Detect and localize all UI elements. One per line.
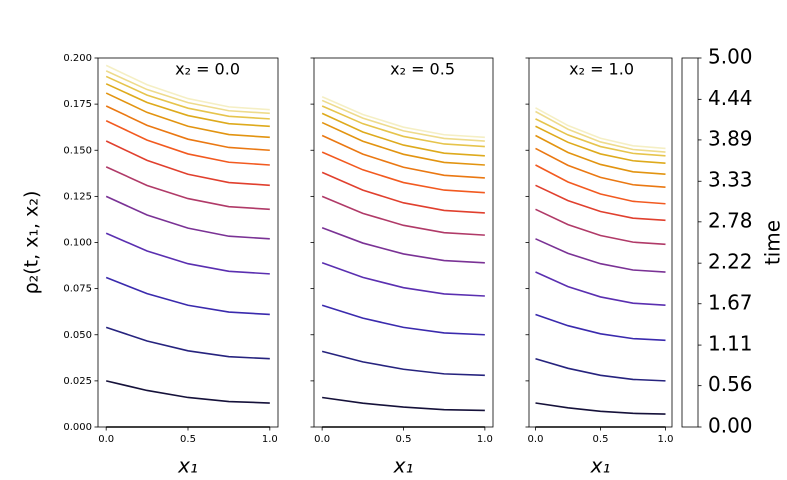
curve bbox=[322, 396, 485, 412]
curve bbox=[535, 107, 666, 150]
curve bbox=[321, 99, 485, 142]
colorbar-tick-label: 1.11 bbox=[708, 332, 753, 356]
x-axis-label: x₁ bbox=[590, 454, 611, 478]
curve bbox=[321, 121, 485, 166]
curve bbox=[105, 232, 270, 275]
curve bbox=[321, 105, 485, 148]
curve bbox=[535, 134, 666, 176]
curve bbox=[321, 96, 485, 139]
x-axis-label: x₁ bbox=[177, 454, 198, 478]
curve bbox=[535, 110, 666, 153]
curve bbox=[321, 262, 485, 297]
curve bbox=[105, 64, 270, 111]
colorbar-tick-label: 1.67 bbox=[708, 290, 753, 314]
curve bbox=[321, 350, 485, 377]
x-tick-label: 0.5 bbox=[180, 434, 196, 445]
x-tick-label: 1.0 bbox=[477, 434, 493, 445]
y-tick-label: 0.000 bbox=[63, 422, 92, 433]
y-tick-label: 0.125 bbox=[63, 191, 92, 202]
colorbar-tick-label: 2.22 bbox=[708, 250, 753, 274]
colorbar-tick-label: 4.44 bbox=[708, 86, 753, 110]
colorbar-tick-label: 0.56 bbox=[708, 372, 753, 396]
colorbar-label: time bbox=[761, 220, 785, 265]
curve bbox=[105, 166, 270, 211]
annotation: x₂ = 0.5 bbox=[390, 60, 455, 79]
x-tick-label: 0.5 bbox=[396, 434, 412, 445]
y-tick-label: 0.025 bbox=[63, 376, 92, 387]
x-axis-label: x₁ bbox=[393, 454, 414, 478]
x-tick-label: 1.0 bbox=[658, 434, 674, 445]
curve bbox=[321, 304, 485, 336]
curve bbox=[105, 326, 270, 360]
curve bbox=[105, 105, 270, 152]
curve bbox=[535, 184, 666, 222]
curve bbox=[105, 70, 270, 115]
x-tick-label: 0.0 bbox=[314, 434, 330, 445]
curve bbox=[105, 92, 270, 139]
y-axis-label: ρ₂(t, x₁, x₂) bbox=[21, 191, 43, 295]
curve bbox=[105, 120, 270, 166]
colorbar-tick-label: 3.89 bbox=[708, 126, 753, 150]
colorbar-tick-label: 5.00 bbox=[708, 45, 753, 69]
x-tick-label: 1.0 bbox=[262, 434, 278, 445]
x-tick-label: 0.0 bbox=[528, 434, 544, 445]
curve bbox=[535, 164, 666, 205]
x-tick-label: 0.5 bbox=[593, 434, 609, 445]
y-tick-label: 0.200 bbox=[63, 53, 92, 64]
curve bbox=[105, 276, 270, 316]
curve bbox=[105, 140, 270, 187]
curve bbox=[105, 195, 270, 240]
colorbar-tick-label: 2.78 bbox=[708, 208, 753, 232]
x-tick-label: 0.0 bbox=[98, 434, 114, 445]
curve bbox=[535, 357, 666, 382]
y-tick-label: 0.150 bbox=[63, 145, 92, 156]
curve bbox=[321, 112, 485, 157]
curve bbox=[321, 226, 485, 264]
colorbar bbox=[681, 57, 699, 428]
curve bbox=[535, 208, 666, 246]
curve bbox=[535, 238, 666, 273]
curve bbox=[105, 380, 270, 404]
curve bbox=[535, 313, 666, 342]
curve bbox=[321, 151, 485, 194]
y-tick-label: 0.175 bbox=[63, 99, 92, 110]
colorbar-tick-label: 3.33 bbox=[708, 168, 753, 192]
curve bbox=[535, 271, 666, 307]
annotation: x₂ = 0.0 bbox=[175, 60, 240, 79]
curve bbox=[321, 195, 485, 236]
curve bbox=[535, 118, 666, 157]
colorbar-tick-label: 0.00 bbox=[708, 414, 753, 438]
curve bbox=[535, 147, 666, 188]
annotation: x₂ = 1.0 bbox=[569, 60, 634, 79]
y-tick-label: 0.075 bbox=[63, 284, 92, 295]
curve bbox=[321, 171, 485, 214]
y-tick-label: 0.050 bbox=[63, 330, 92, 341]
axes-frame bbox=[97, 57, 279, 428]
curve bbox=[105, 75, 270, 120]
y-tick-label: 0.100 bbox=[63, 238, 92, 249]
curve bbox=[535, 402, 666, 415]
axes-frame bbox=[528, 57, 673, 428]
curve bbox=[105, 83, 270, 128]
curve bbox=[535, 125, 666, 164]
curve bbox=[321, 134, 485, 179]
